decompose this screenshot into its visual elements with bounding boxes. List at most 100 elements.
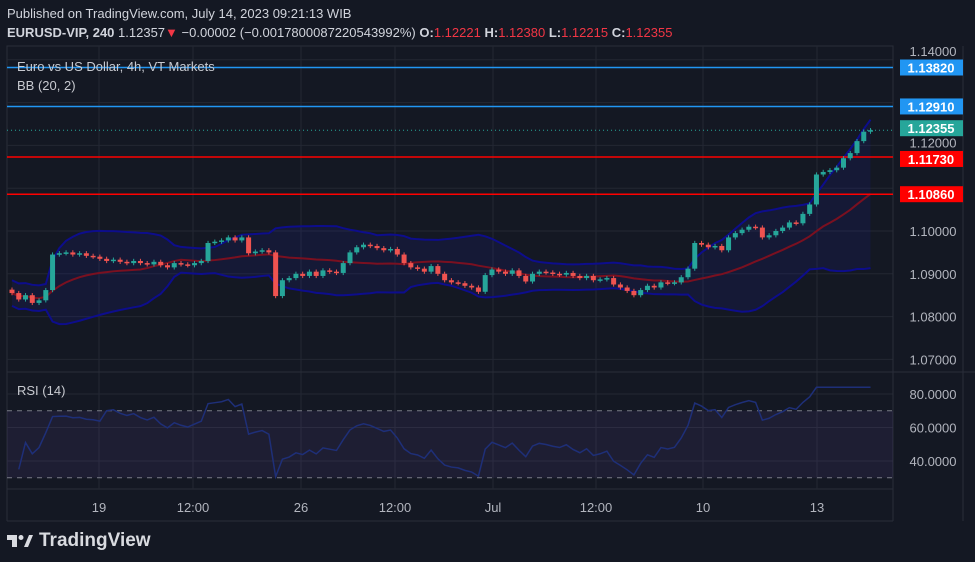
candle-body — [232, 237, 238, 241]
candle-body — [577, 275, 583, 279]
candle-body — [658, 282, 664, 288]
candle-body — [820, 171, 826, 175]
candle-body — [50, 254, 56, 291]
bb-basis — [11, 193, 872, 300]
candle-body — [415, 267, 421, 269]
price-level-label: 1.12910 — [908, 99, 955, 114]
candle-body — [624, 287, 630, 291]
candle-body — [340, 263, 346, 273]
candle-body — [665, 282, 671, 284]
candle-body — [590, 275, 596, 281]
candle-body — [732, 233, 738, 238]
candle-body — [448, 280, 454, 283]
candle-body — [36, 300, 42, 303]
candle-body — [597, 279, 603, 281]
price-level-tag — [900, 59, 963, 76]
candle-body — [780, 227, 786, 231]
candle-body — [219, 240, 225, 242]
candle-body — [293, 273, 299, 279]
candle-body — [584, 275, 590, 279]
time-axis-tick: 12:00 — [379, 500, 412, 515]
candle-body — [563, 272, 569, 275]
candle-body — [16, 293, 22, 300]
candle-body — [266, 250, 272, 253]
close-value: 1.12355 — [625, 25, 673, 40]
open-value: 1.12221 — [433, 25, 481, 40]
candle-body — [759, 227, 765, 238]
candle-body — [205, 242, 211, 261]
candle-body — [482, 275, 488, 292]
candle-body — [530, 273, 536, 282]
candle-body — [475, 287, 481, 292]
published-text: Published on TradingView.com, July 14, 2… — [7, 6, 352, 21]
candle-body — [151, 261, 157, 265]
candle-body — [455, 282, 461, 284]
price-axis-tick: 1.09000 — [910, 267, 957, 282]
candle-body — [97, 256, 103, 259]
candle-body — [9, 289, 15, 294]
candle-body — [766, 235, 772, 238]
high-label: H: — [484, 25, 499, 40]
tradingview-logo: TradingView — [7, 530, 151, 552]
candle-body — [361, 244, 367, 248]
candle-body — [489, 269, 495, 276]
candle-body — [807, 204, 813, 214]
time-axis-tick: 10 — [696, 500, 710, 515]
price-level-label: 1.13820 — [908, 61, 955, 76]
price-level-tag — [900, 150, 963, 167]
candle-body — [644, 285, 650, 291]
rsi-axis-tick: 40.0000 — [910, 454, 957, 469]
candle-body — [462, 283, 468, 286]
candle-body — [868, 130, 874, 132]
candle-body — [259, 250, 265, 252]
rsi-legend[interactable]: RSI (14) — [17, 383, 66, 398]
candle-body — [239, 237, 245, 241]
candle-body — [367, 244, 373, 247]
candle-body — [273, 252, 279, 297]
candle-body — [171, 263, 177, 268]
time-axis-tick: Jul — [485, 500, 502, 515]
rsi-line — [18, 386, 871, 480]
price-level-label: 1.10860 — [908, 187, 955, 202]
candle-body — [847, 153, 853, 159]
bb-lower-band — [11, 267, 871, 326]
candle-body — [279, 280, 285, 297]
candle-body — [421, 268, 427, 272]
candle-body — [394, 248, 400, 255]
time-axis-tick: 13 — [810, 500, 824, 515]
candle-body — [678, 277, 684, 283]
candle-body — [333, 271, 339, 274]
bb-legend[interactable]: BB (20, 2) — [17, 78, 76, 93]
candle-body — [692, 242, 698, 269]
candle-body — [557, 273, 563, 276]
candle-body — [225, 237, 231, 241]
candle-body — [523, 275, 529, 282]
candle-body — [185, 264, 191, 266]
candle-body — [496, 269, 502, 272]
last-price-label: 1.12355 — [908, 121, 955, 136]
candle-body — [516, 270, 522, 276]
candle-body — [381, 248, 387, 251]
candle-body — [753, 226, 759, 229]
candle-body — [570, 272, 576, 276]
candle-body — [800, 213, 806, 224]
chart-title: Euro vs US Dollar, 4h, VT Markets — [17, 59, 215, 74]
tradingview-logo-text: TradingView — [39, 530, 151, 551]
high-value: 1.12380 — [498, 25, 546, 40]
symbol-info: EURUSD-VIP, 240 1.12357▼ −0.00002 (−0.00… — [7, 25, 672, 40]
candle-body — [178, 263, 184, 265]
candle-body — [43, 290, 49, 301]
candle-body — [286, 278, 292, 281]
candle-body — [164, 265, 170, 268]
candle-body — [374, 245, 380, 249]
price-axis-tick: 1.08000 — [910, 310, 957, 325]
candle-body — [347, 252, 353, 264]
candle-body — [509, 270, 515, 274]
candle-body — [131, 260, 137, 264]
candle-body — [56, 253, 62, 255]
candle-body — [212, 241, 218, 244]
candle-body — [428, 266, 434, 272]
candle-body — [70, 252, 76, 255]
candle-body — [198, 260, 204, 264]
